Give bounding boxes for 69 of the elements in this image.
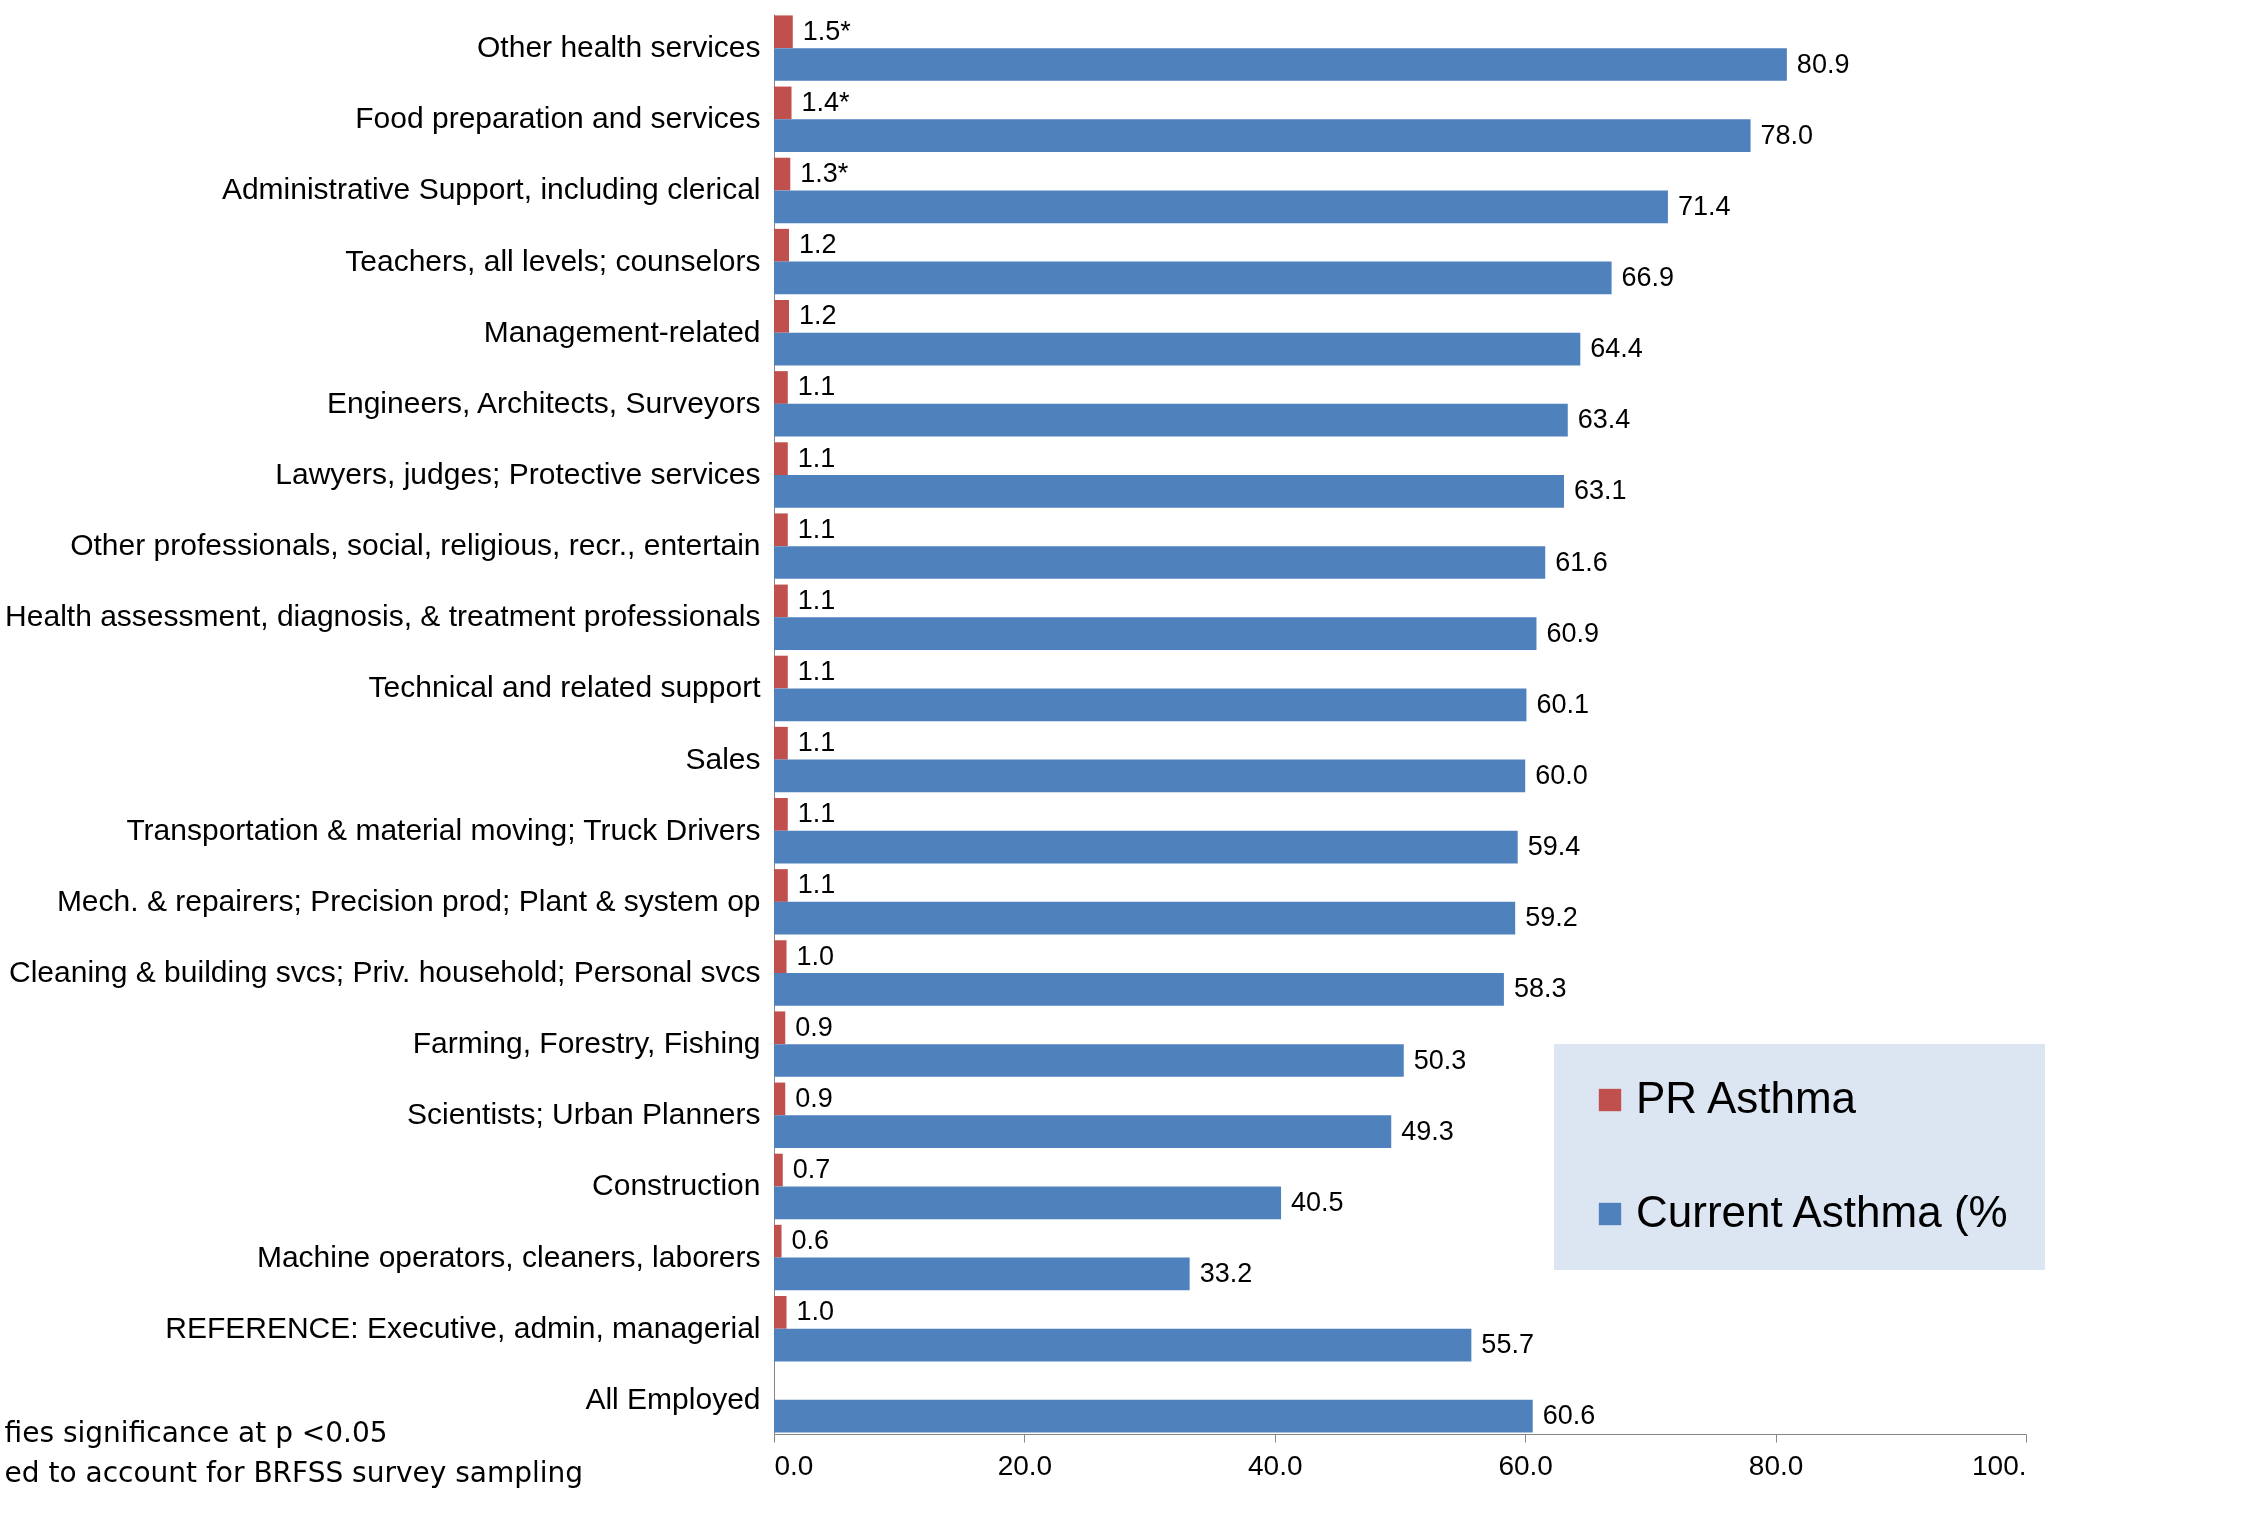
- y-tick-label: Machine operators, cleaners, laborers: [256, 1239, 761, 1273]
- data-label: 1.3*: [800, 158, 849, 189]
- y-tick-label: Transportation & material moving; Truck Drivers: [126, 812, 761, 846]
- data-label: 0.6: [791, 1225, 830, 1256]
- y-tick-label: Cleaning & building svcs; Priv. household; Personal svcs: [9, 955, 761, 988]
- data-label: 58.3: [1513, 973, 1567, 1004]
- data-label: 1.1: [797, 869, 836, 900]
- y-tick-label: Farming, Forestry, Fishing: [412, 1026, 761, 1060]
- data-label: 64.4: [1590, 333, 1643, 364]
- y-tick-label: Construction: [592, 1168, 761, 1202]
- y-tick-label: Mech. & repairers; Precision prod; Plant & system op: [56, 883, 761, 917]
- x-tick-label: 60.0: [1498, 1449, 1553, 1481]
- data-label: 63.4: [1577, 404, 1631, 435]
- data-label: 1.2: [799, 300, 837, 331]
- data-label: 59.2: [1525, 902, 1578, 933]
- data-label: 33.2: [1199, 1257, 1253, 1288]
- data-label: 60.1: [1536, 688, 1590, 719]
- data-label: 1.1: [797, 442, 836, 473]
- data-label: 1.1: [797, 798, 836, 829]
- data-label: 61.6: [1555, 546, 1608, 577]
- legend-label: PR Asthma: [1636, 1073, 1857, 1122]
- y-tick-label: Scientists; Urban Planners: [407, 1097, 761, 1131]
- data-label: 1.0: [796, 940, 835, 971]
- data-label: 60.0: [1535, 759, 1588, 790]
- data-label: 63.1: [1574, 475, 1627, 506]
- y-tick-label: Sales: [685, 741, 761, 775]
- data-label: 1.5*: [802, 15, 852, 46]
- data-label: 1.1: [797, 513, 836, 544]
- y-tick-label: Teachers, all levels; counselors: [345, 243, 761, 277]
- data-label: 78.0: [1760, 119, 1814, 150]
- y-tick-label: Other professionals, social, religious, recr., entertain: [70, 528, 761, 562]
- data-label: 40.5: [1291, 1186, 1344, 1217]
- legend-label: Current Asthma (%: [1636, 1187, 2008, 1236]
- y-tick-label: Technical and related support: [368, 670, 762, 704]
- data-label: 1.1: [797, 727, 836, 758]
- y-tick-label: Administrative Support, including clerical: [221, 172, 761, 206]
- x-tick-label: 0.0: [774, 1449, 814, 1481]
- data-label: 49.3: [1401, 1115, 1454, 1146]
- y-tick-label: All Employed: [585, 1381, 761, 1415]
- data-label: 0.9: [795, 1011, 833, 1042]
- data-label: 59.4: [1527, 831, 1581, 862]
- data-label: 50.3: [1413, 1044, 1467, 1075]
- y-tick-label: REFERENCE: Executive, admin, managerial: [165, 1310, 761, 1344]
- x-tick-label: 100.: [1972, 1449, 2027, 1481]
- x-tick-label: 40.0: [1248, 1449, 1303, 1481]
- data-label: 1.4*: [801, 86, 851, 117]
- x-tick-label: 80.0: [1748, 1449, 1804, 1481]
- data-label: 55.7: [1481, 1329, 1534, 1360]
- text: ed to account for BRFSS survey sampling: [4, 1456, 584, 1489]
- y-tick-label: Food preparation and services: [355, 101, 761, 135]
- y-tick-label: Engineers, Architects, Surveyors: [326, 385, 761, 419]
- data-label: 71.4: [1677, 190, 1731, 221]
- data-label: 1.0: [796, 1296, 835, 1327]
- data-label: 0.9: [795, 1082, 833, 1113]
- data-label: 60.9: [1546, 617, 1600, 648]
- data-label: 60.6: [1542, 1400, 1596, 1431]
- data-label: 0.7: [792, 1154, 831, 1185]
- y-tick-label: Health assessment, diagnosis, & treatment professionals: [5, 599, 761, 633]
- data-label: 1.2: [799, 229, 837, 260]
- data-label: 66.9: [1621, 261, 1675, 292]
- x-tick-label: 20.0: [997, 1449, 1053, 1481]
- data-label: 1.1: [797, 584, 836, 615]
- y-tick-label: Other health services: [477, 30, 761, 64]
- y-tick-label: Management-related: [483, 314, 761, 348]
- data-label: 1.1: [797, 656, 836, 687]
- y-tick-label: Lawyers, judges; Protective services: [275, 457, 761, 490]
- data-label: 1.1: [797, 371, 836, 402]
- text: fies significance at p <0.05: [4, 1416, 388, 1449]
- data-label: 80.9: [1796, 48, 1850, 79]
